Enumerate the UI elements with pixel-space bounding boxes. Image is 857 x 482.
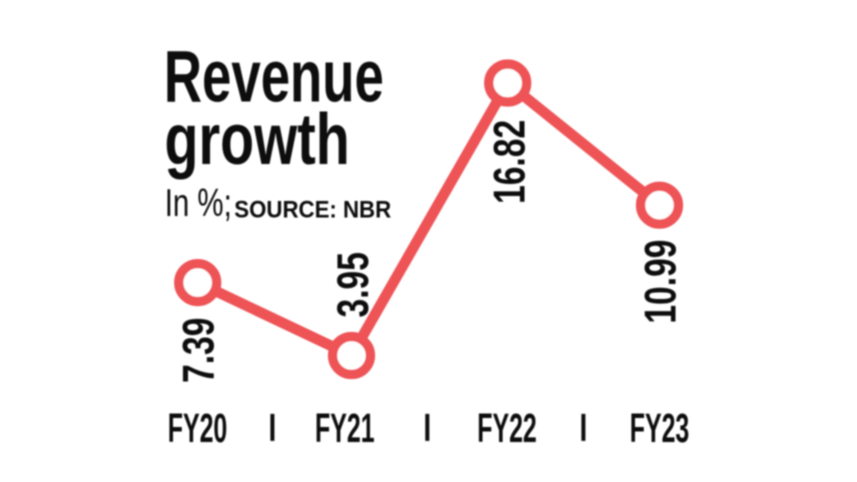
svg-text:FY21: FY21 [315,406,375,452]
svg-text:growth: growth [165,99,350,180]
svg-text:FY22: FY22 [477,406,537,452]
svg-text:FY23: FY23 [630,406,690,452]
svg-text:In %;: In %; [165,182,232,225]
svg-text:10.99: 10.99 [636,240,686,324]
svg-text:FY20: FY20 [168,406,228,452]
svg-text:3.95: 3.95 [329,252,379,317]
svg-text:7.39: 7.39 [174,318,224,383]
svg-text:Revenue: Revenue [164,35,384,118]
svg-text:SOURCE: NBR: SOURCE: NBR [234,196,391,223]
svg-text:16.82: 16.82 [485,120,535,204]
